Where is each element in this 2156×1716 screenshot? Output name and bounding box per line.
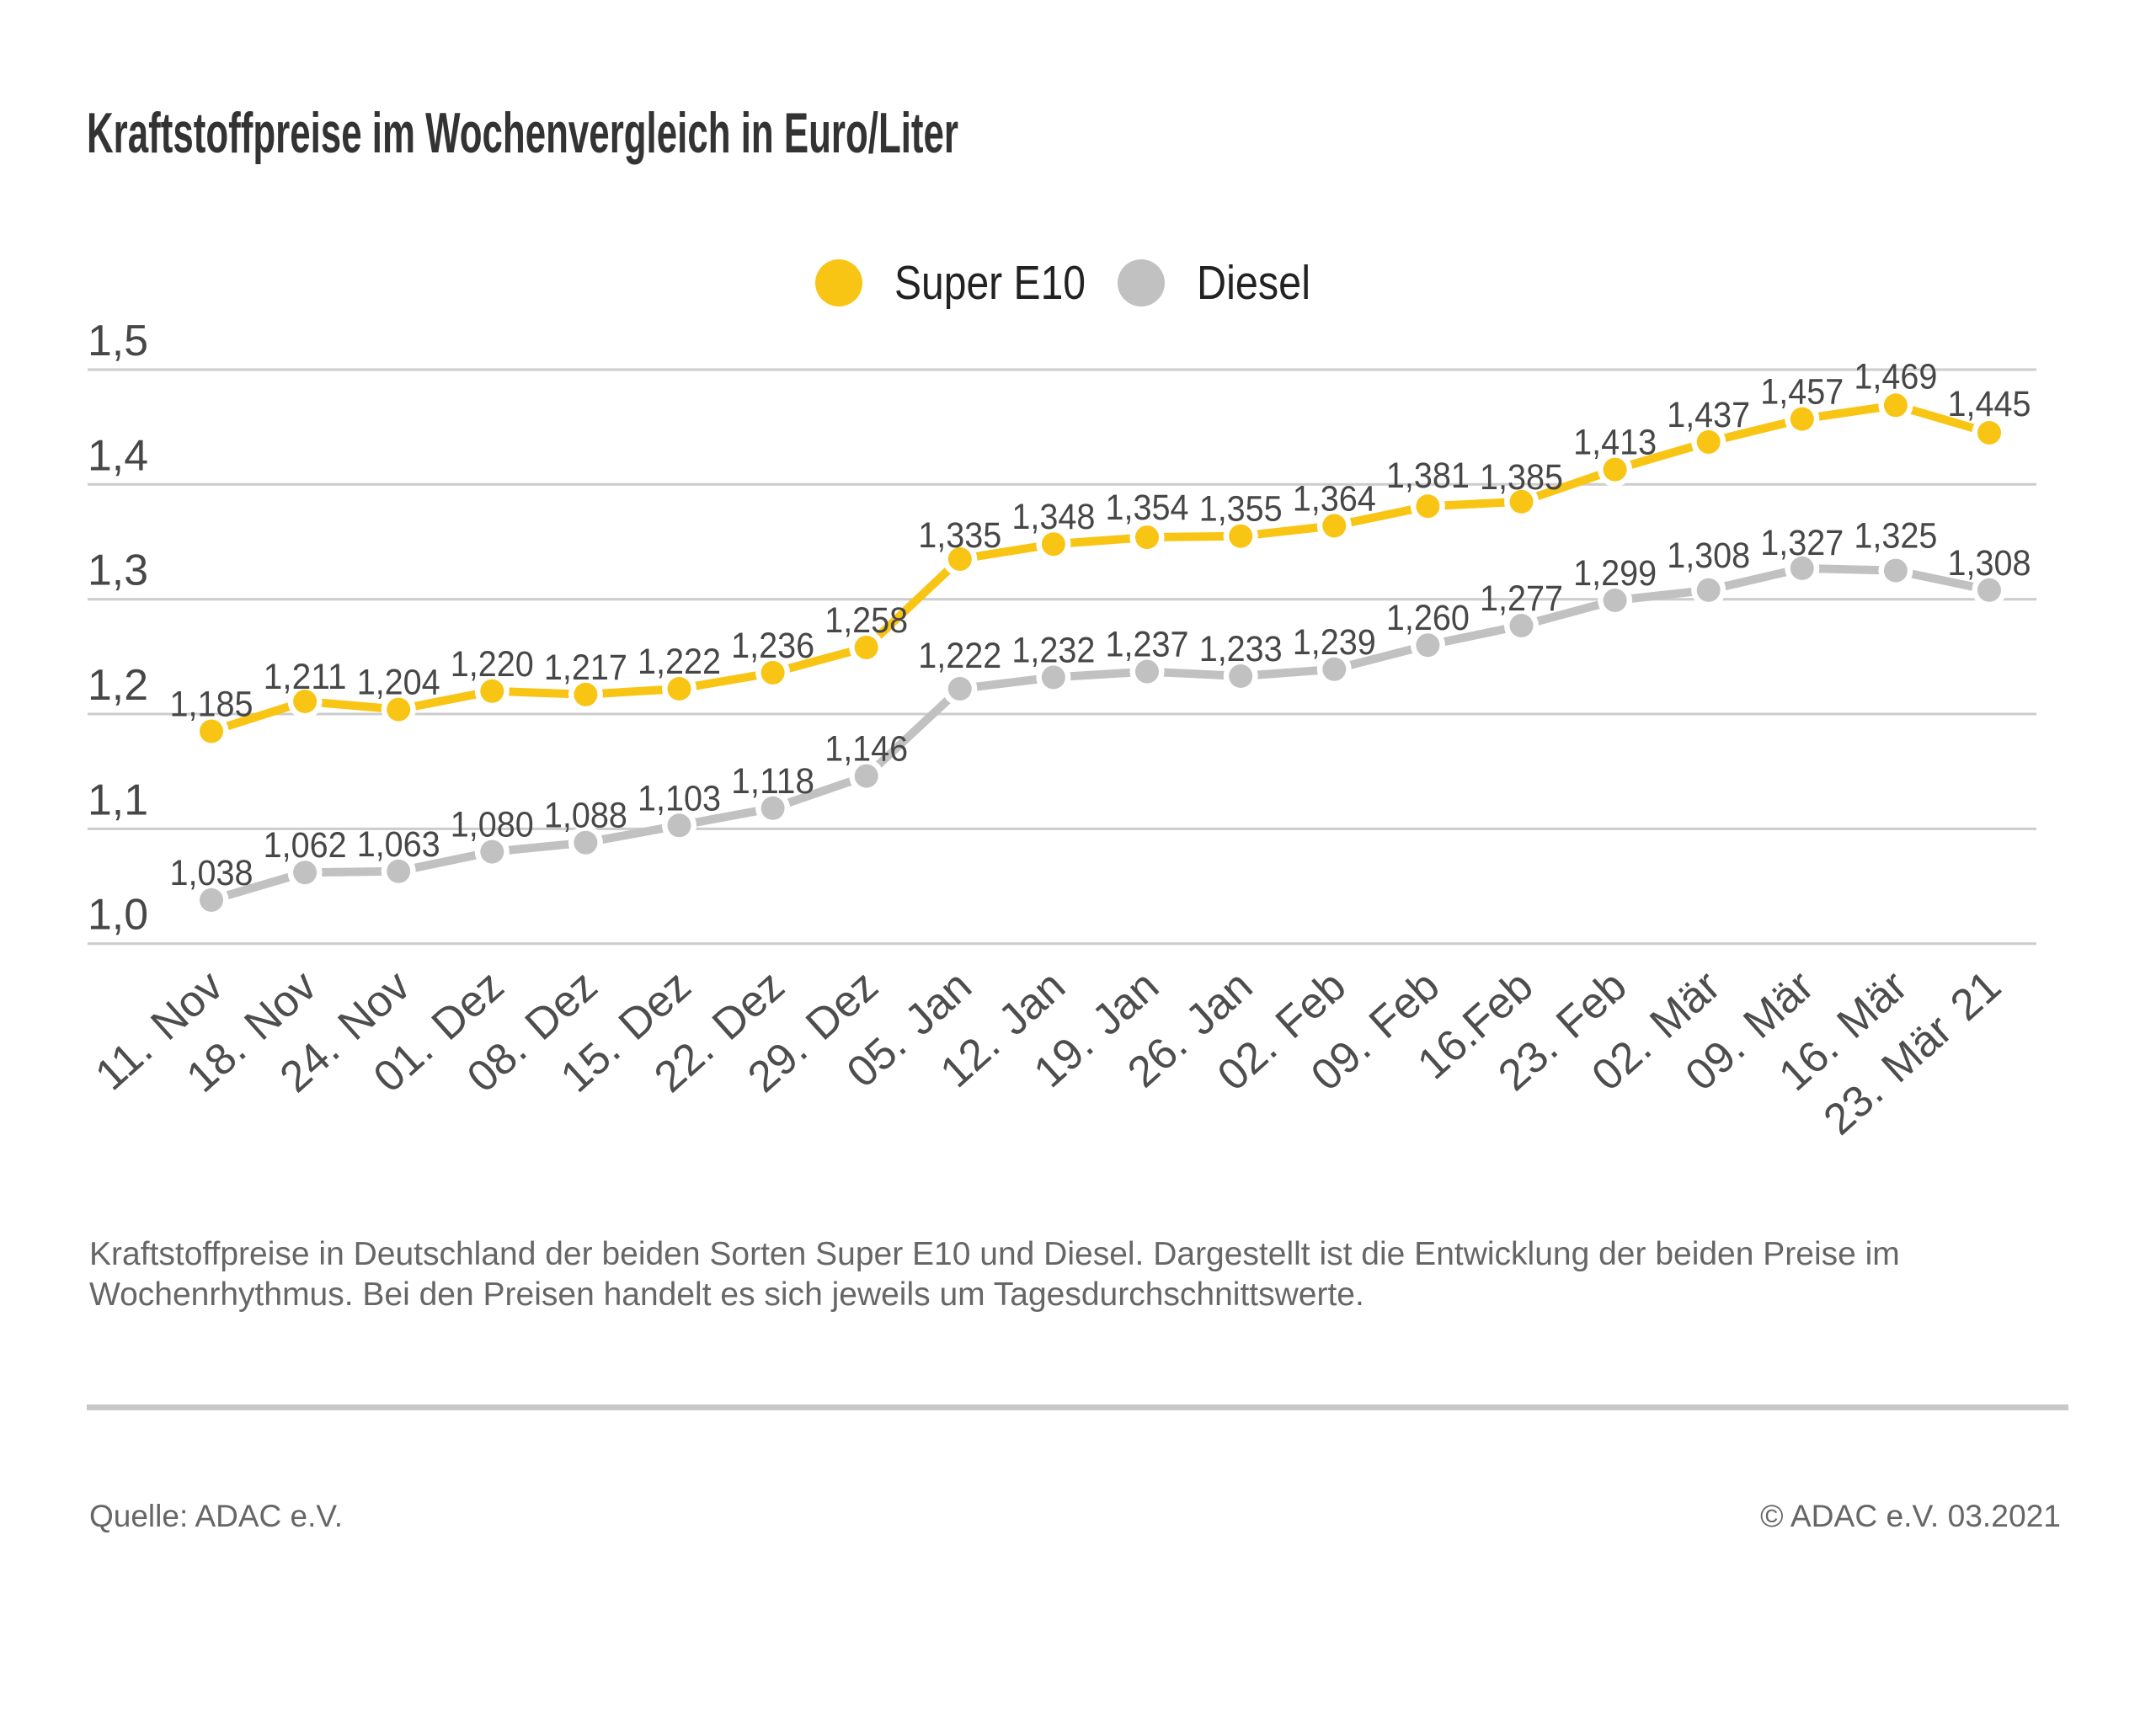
svg-text:1,437: 1,437 [1667, 395, 1750, 435]
svg-text:© ADAC e.V. 03.2021: © ADAC e.V. 03.2021 [1760, 1498, 2061, 1533]
svg-text:1,103: 1,103 [638, 778, 721, 818]
svg-text:1,080: 1,080 [451, 805, 534, 845]
svg-text:1,381: 1,381 [1386, 456, 1470, 496]
svg-text:1,258: 1,258 [825, 600, 908, 641]
svg-text:1,038: 1,038 [170, 853, 253, 893]
svg-text:1,232: 1,232 [1011, 630, 1095, 670]
svg-text:1,457: 1,457 [1760, 372, 1844, 413]
svg-text:1,239: 1,239 [1293, 622, 1376, 663]
svg-text:1,385: 1,385 [1480, 457, 1563, 498]
svg-text:1,1: 1,1 [88, 775, 148, 824]
svg-text:1,236: 1,236 [731, 626, 814, 666]
svg-text:1,354: 1,354 [1106, 488, 1189, 528]
svg-text:1,220: 1,220 [451, 644, 534, 685]
svg-text:1,4: 1,4 [88, 431, 148, 480]
svg-text:Kraftstoffpreise im Wochenverg: Kraftstoffpreise im Wochenvergleich in E… [87, 101, 958, 165]
svg-text:Super E10: Super E10 [894, 256, 1086, 310]
svg-text:Wochenrhythmus. Bei den Preise: Wochenrhythmus. Bei den Preisen handelt … [89, 1276, 1364, 1313]
svg-text:Diesel: Diesel [1197, 256, 1310, 310]
svg-text:1,222: 1,222 [918, 636, 1001, 676]
svg-text:1,260: 1,260 [1386, 598, 1470, 638]
svg-text:1,185: 1,185 [170, 685, 253, 725]
svg-text:1,217: 1,217 [544, 647, 627, 688]
svg-text:1,088: 1,088 [544, 796, 627, 836]
svg-text:1,327: 1,327 [1760, 523, 1844, 563]
svg-text:1,308: 1,308 [1948, 543, 2031, 584]
svg-text:1,222: 1,222 [638, 642, 721, 682]
svg-text:1,469: 1,469 [1854, 356, 1937, 397]
svg-text:Quelle: ADAC e.V.: Quelle: ADAC e.V. [89, 1499, 343, 1533]
svg-text:1,0: 1,0 [88, 891, 148, 940]
svg-text:1,335: 1,335 [918, 515, 1001, 556]
svg-text:1,211: 1,211 [264, 657, 347, 697]
svg-text:1,364: 1,364 [1293, 478, 1376, 519]
svg-text:1,355: 1,355 [1199, 489, 1283, 530]
svg-text:1,062: 1,062 [264, 825, 347, 866]
svg-text:1,5: 1,5 [88, 317, 148, 365]
svg-text:1,445: 1,445 [1948, 384, 2031, 424]
svg-text:1,325: 1,325 [1854, 516, 1937, 557]
svg-text:1,2: 1,2 [88, 661, 148, 710]
svg-text:1,146: 1,146 [825, 729, 908, 770]
svg-text:1,308: 1,308 [1667, 536, 1750, 576]
svg-text:1,413: 1,413 [1573, 423, 1657, 463]
svg-text:1,348: 1,348 [1011, 497, 1095, 537]
svg-text:1,118: 1,118 [731, 761, 814, 802]
svg-text:Kraftstoffpreise in Deutschlan: Kraftstoffpreise in Deutschland der beid… [89, 1236, 1900, 1272]
svg-text:1,237: 1,237 [1106, 625, 1189, 665]
svg-text:1,233: 1,233 [1199, 629, 1283, 669]
svg-text:1,204: 1,204 [357, 663, 440, 703]
svg-text:1,063: 1,063 [357, 824, 440, 865]
svg-text:1,299: 1,299 [1573, 553, 1657, 594]
svg-text:1,3: 1,3 [88, 546, 148, 595]
svg-text:1,277: 1,277 [1480, 578, 1563, 619]
